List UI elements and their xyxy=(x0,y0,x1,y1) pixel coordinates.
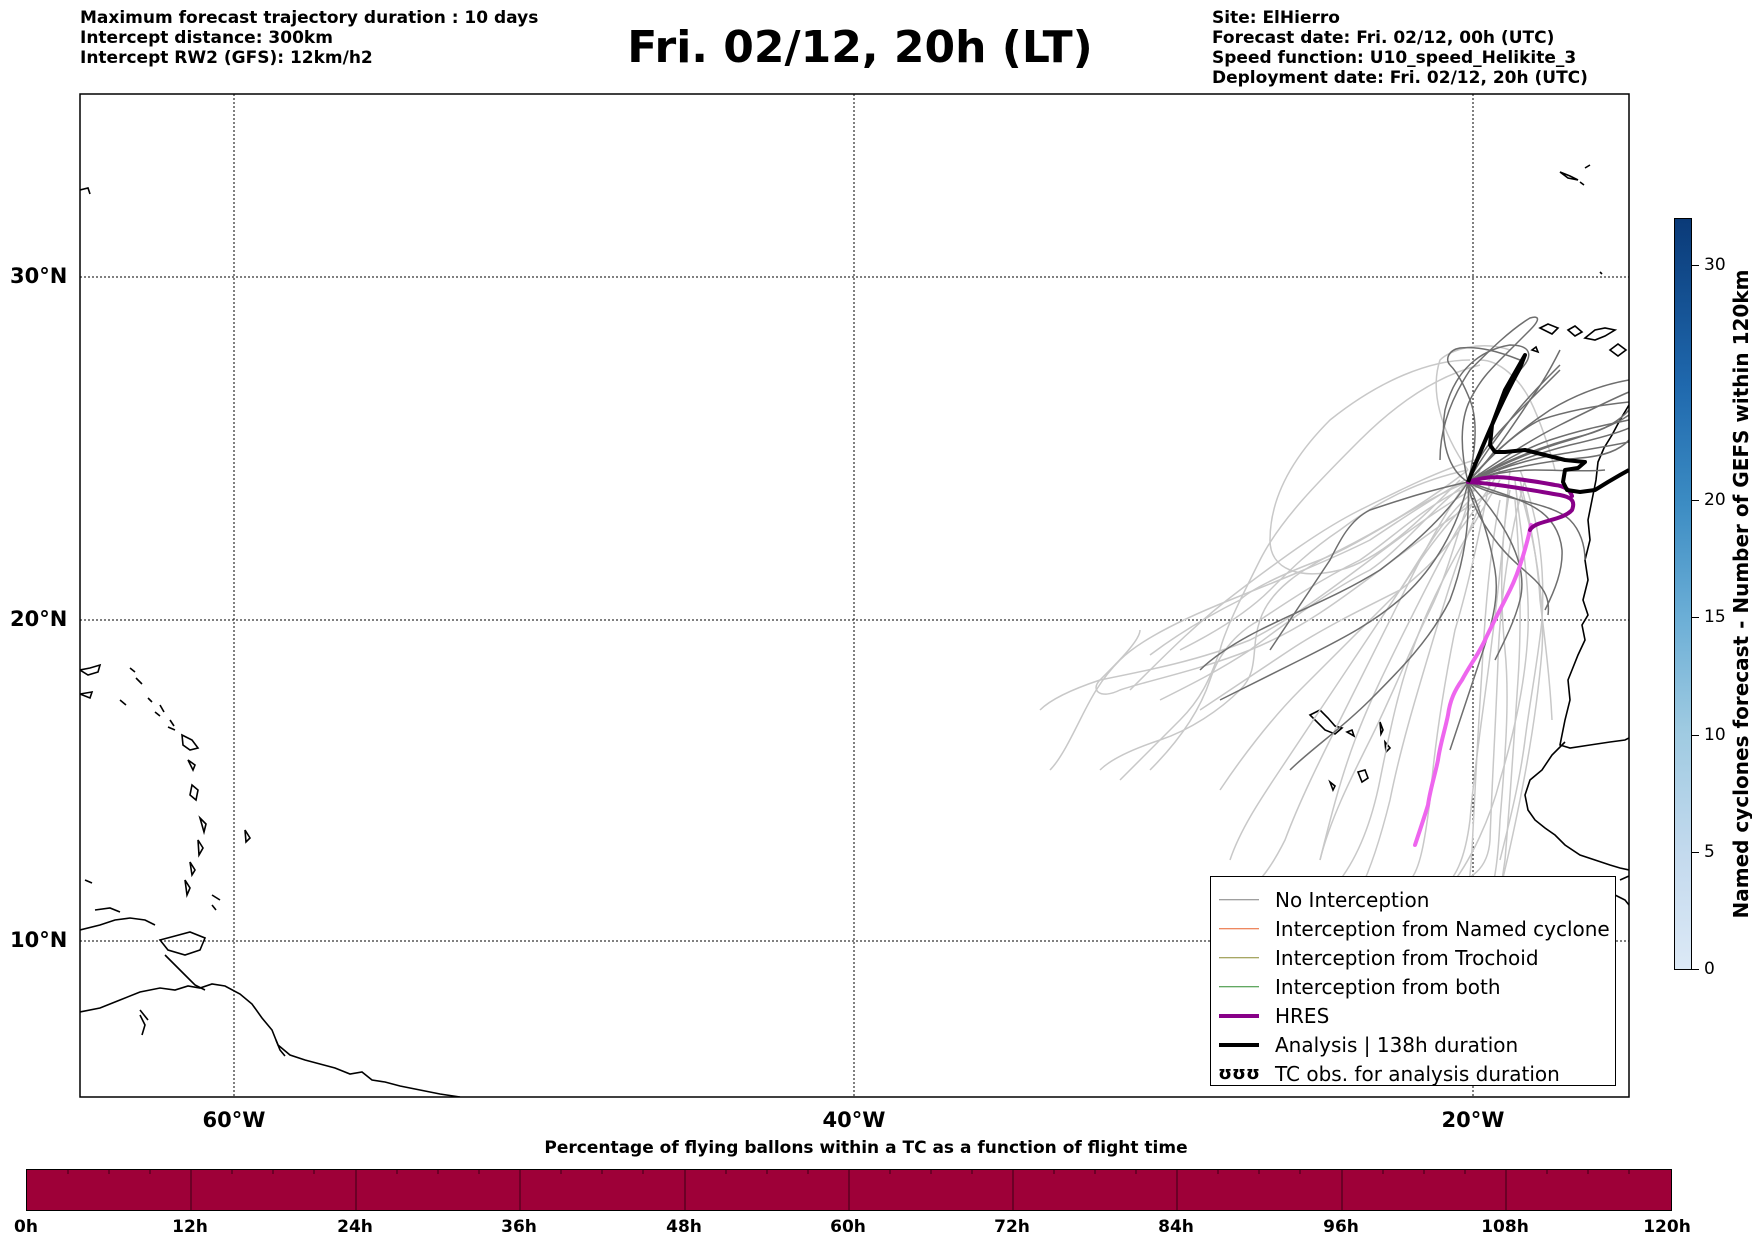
lon-label-20w: 20°W xyxy=(1441,1108,1505,1132)
colorbar-tick xyxy=(1692,735,1699,736)
bottom-bar-tick-label: 48h xyxy=(666,1217,702,1237)
bottom-bar-tick-label: 36h xyxy=(501,1217,537,1237)
header-left-line-3: Intercept RW2 (GFS): 12km/h2 xyxy=(80,48,373,68)
lat-label-20n: 20°N xyxy=(10,607,68,631)
lon-label-40w: 40°W xyxy=(822,1108,886,1132)
bottom-bar-ticks xyxy=(67,1170,1630,1210)
legend-label: HRES xyxy=(1275,1003,1330,1028)
coastlines xyxy=(80,164,1629,1097)
colorbar-tick-label: 30 xyxy=(1704,255,1726,275)
legend-item-analysis: Analysis | 138h duration xyxy=(1217,1030,1518,1059)
bottom-bar-tick-label: 96h xyxy=(1323,1217,1359,1237)
colorbar-title: Named cyclones forecast - Number of GEFS… xyxy=(1729,269,1752,919)
bottom-bar-tick-label: 120h xyxy=(1643,1217,1691,1237)
header-left-line-1: Maximum forecast trajectory duration : 1… xyxy=(80,8,539,28)
ensemble-trajectories-light xyxy=(1039,345,1556,906)
legend-item-trochoid: Interception from Trochoid xyxy=(1217,943,1539,972)
legend-label: Analysis | 138h duration xyxy=(1275,1032,1519,1057)
legend-label: Interception from both xyxy=(1275,974,1501,999)
analysis-trajectory xyxy=(1466,353,1629,494)
colorbar-tick-label: 5 xyxy=(1704,842,1715,862)
colorbar-tick-label: 20 xyxy=(1704,490,1726,510)
colorbar-named-cyclones xyxy=(1674,218,1692,970)
header-left-line-2: Intercept distance: 300km xyxy=(80,28,333,48)
legend-item-both: Interception from both xyxy=(1217,972,1501,1001)
colorbar-tick xyxy=(1692,969,1699,970)
header-right-site: Site: ElHierro xyxy=(1212,8,1340,28)
legend-label: No Interception xyxy=(1275,887,1430,912)
bottom-bar-tick-label: 60h xyxy=(830,1217,866,1237)
colorbar-tick xyxy=(1692,617,1699,618)
legend-label: Interception from Trochoid xyxy=(1275,945,1539,970)
colorbar-tick-label: 10 xyxy=(1704,725,1726,745)
lat-label-10n: 10°N xyxy=(10,928,68,952)
legend-item-tc-obs: ʊʊʊ TC obs. for analysis duration xyxy=(1217,1059,1560,1088)
bottom-bar-tick-label: 12h xyxy=(172,1217,208,1237)
header-right-speed-function: Speed function: U10_speed_Helikite_3 xyxy=(1212,48,1577,68)
bottom-bar-tick-label: 84h xyxy=(1158,1217,1194,1237)
page-title: Fri. 02/12, 20h (LT) xyxy=(627,22,1093,73)
bottom-bar-tick-label: 0h xyxy=(14,1217,38,1237)
colorbar-tick-label: 0 xyxy=(1704,959,1715,979)
bottom-bar-tick-label: 108h xyxy=(1481,1217,1529,1237)
legend-item-named-cyclone: Interception from Named cyclone xyxy=(1217,914,1610,943)
lon-label-60w: 60°W xyxy=(202,1108,266,1132)
map-frame xyxy=(79,93,1630,1098)
bottom-bar-tick-label: 24h xyxy=(337,1217,373,1237)
colorbar-tick xyxy=(1692,500,1699,501)
colorbar-tick xyxy=(1692,265,1699,266)
colorbar-tick-label: 15 xyxy=(1704,607,1726,627)
colorbar-tick xyxy=(1692,852,1699,853)
legend-item-hres: HRES xyxy=(1217,1001,1329,1030)
bottom-bar-title: Percentage of flying ballons within a TC… xyxy=(544,1138,1188,1158)
legend-item-no-interception: No Interception xyxy=(1217,885,1429,914)
legend-label: TC obs. for analysis duration xyxy=(1275,1061,1560,1086)
ensemble-trajectories-dark xyxy=(1199,316,1629,771)
bottom-bar-tc-percentage xyxy=(26,1169,1672,1211)
bottom-bar-tick-label: 72h xyxy=(994,1217,1030,1237)
header-right-deployment-date: Deployment date: Fri. 02/12, 20h (UTC) xyxy=(1212,68,1588,88)
header-right-forecast-date: Forecast date: Fri. 02/12, 00h (UTC) xyxy=(1212,28,1555,48)
map-gridlines xyxy=(80,94,1629,1097)
legend: No Interception Interception from Named … xyxy=(1210,876,1616,1086)
lat-label-30n: 30°N xyxy=(10,264,68,288)
tc-symbol-icon: ʊʊʊ xyxy=(1218,1063,1260,1084)
legend-label: Interception from Named cyclone xyxy=(1275,916,1610,941)
